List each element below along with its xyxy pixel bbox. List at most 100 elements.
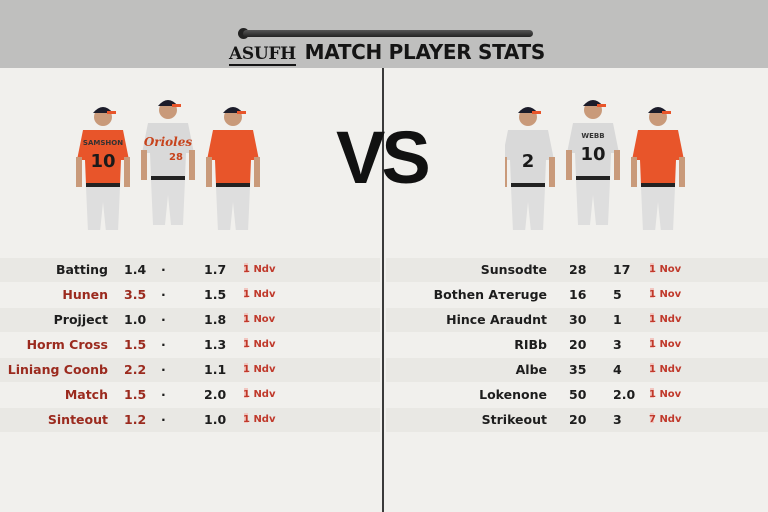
stat-value-1: 20: [569, 337, 587, 352]
stat-date-text: 1 Ndv: [243, 339, 276, 350]
stat-value-2: 1.3: [204, 337, 227, 352]
stat-separator: ·: [161, 287, 166, 302]
stat-row: Liniang Coonb 2.2 · 1.1 1 Ndv: [0, 358, 380, 382]
stat-row: Hunen 3.5 · 1.5 1 Ndv: [0, 283, 380, 307]
stat-date-text: 7 Ndv: [649, 414, 682, 425]
players-illustration: SAMSHON 10 Orioles 28: [76, 100, 260, 232]
stat-value-1: 1.4: [124, 262, 147, 277]
jersey-name: SAMSHON: [83, 139, 123, 147]
stat-separator: ·: [161, 412, 166, 427]
stat-label: RIBb: [514, 337, 547, 352]
stat-row: Strikeout 20 3 7 Ndv: [386, 408, 768, 432]
stat-value-1: 1.2: [124, 412, 147, 427]
date-marker-icon: [650, 413, 654, 423]
stat-date: 1 Ndv: [649, 358, 682, 382]
stat-label: Batting: [55, 262, 108, 277]
stat-date: 1 Ndv: [243, 283, 276, 307]
stat-value-2: 1.7: [204, 262, 227, 277]
stat-date-text: 1 Ndv: [649, 364, 682, 375]
stat-date: 1 Nov: [649, 258, 681, 282]
brand-logo: ASUFH: [229, 44, 296, 66]
date-marker-icon: [650, 388, 654, 398]
stat-value-1: 28: [569, 262, 587, 277]
jersey-number: 10: [90, 151, 115, 172]
stat-label: Match: [64, 387, 108, 402]
stat-row: Albe 35 4 1 Ndv: [386, 358, 768, 382]
player-figure: [76, 107, 130, 232]
stat-date-text: 1 Nov: [649, 264, 682, 275]
jersey-number: 2: [522, 151, 535, 172]
stat-value-2: 2.0: [613, 387, 636, 402]
stat-label: Hince Araudnt: [446, 312, 547, 327]
stat-row: Sinteout 1.2 · 1.0 1 Ndv: [0, 408, 380, 432]
stat-date-text: 1 Ndv: [243, 364, 276, 375]
stat-label: Bothen Aτeruge: [433, 287, 547, 302]
stat-label: Projject: [53, 312, 108, 327]
stat-value-2: 1.1: [204, 362, 227, 377]
stat-row: Match 1.5 · 2.0 1 Ndv: [0, 383, 380, 407]
stat-value-1: 1.5: [124, 387, 147, 402]
stat-date-text: 1 Nov: [649, 389, 682, 400]
stat-value-2: 3: [613, 412, 622, 427]
stat-value-2: 1.0: [204, 412, 227, 427]
date-marker-icon: [650, 288, 654, 298]
stat-label: Horm Cross: [26, 337, 108, 352]
stat-label: Liniang Coonb: [7, 362, 108, 377]
stat-value-2: 4: [613, 362, 622, 377]
stat-label: Sinteout: [47, 412, 108, 427]
stat-date: 1 Ndv: [243, 358, 276, 382]
player-figure: [501, 107, 555, 232]
stat-row: RIBb 20 3 1 Nov: [386, 333, 768, 357]
header-bar: ASUFH MATCH PLAYER STATS: [0, 0, 768, 68]
date-marker-icon: [244, 388, 248, 398]
stat-value-1: 35: [569, 362, 587, 377]
stat-separator: ·: [161, 337, 166, 352]
stat-label: Hunen: [62, 287, 108, 302]
stat-row: Lokenone 50 2.0 1 Nov: [386, 383, 768, 407]
stat-value-1: 16: [569, 287, 587, 302]
stat-row: Bothen Aτeruge 16 5 1 Nov: [386, 283, 768, 307]
jersey-name: WEBB: [581, 132, 604, 140]
date-marker-icon: [244, 263, 248, 273]
stat-date-text: 1 Nov: [649, 339, 682, 350]
stat-date: 1 Ndv: [243, 258, 276, 282]
stat-value-1: 30: [569, 312, 587, 327]
stat-separator: ·: [161, 362, 166, 377]
team-divider: [382, 68, 384, 512]
date-marker-icon: [650, 313, 654, 323]
stat-date: 7 Ndv: [649, 408, 682, 432]
stat-row: Projject 1.0 · 1.8 1 Nov: [0, 308, 380, 332]
players-illustration: 2 WEBB 10: [501, 100, 685, 232]
stat-date: 1 Nov: [243, 308, 275, 332]
stat-separator: ·: [161, 312, 166, 327]
stat-value-1: 50: [569, 387, 587, 402]
jersey-script: Orioles: [144, 135, 193, 149]
stat-value-1: 3.5: [124, 287, 147, 302]
date-marker-icon: [244, 413, 248, 423]
stat-value-1: 1.5: [124, 337, 147, 352]
stat-row: Horm Cross 1.5 · 1.3 1 Ndv: [0, 333, 380, 357]
stat-value-2: 1.8: [204, 312, 227, 327]
date-marker-icon: [650, 263, 654, 273]
stat-date-text: 1 Ndv: [243, 289, 276, 300]
stat-date-text: 1 Ndv: [243, 264, 276, 275]
stat-label: Sunsodte: [480, 262, 547, 277]
date-marker-icon: [244, 288, 248, 298]
jersey-number: 10: [580, 144, 605, 165]
stat-date-text: 1 Ndv: [649, 314, 682, 325]
stat-date-text: 1 Ndv: [243, 414, 276, 425]
stat-date: 1 Ndv: [243, 408, 276, 432]
stat-value-2: 2.0: [204, 387, 227, 402]
date-marker-icon: [244, 313, 248, 323]
stat-date-text: 1 Nov: [649, 289, 682, 300]
stat-label: Albe: [515, 362, 547, 377]
stat-date: 1 Nov: [649, 283, 681, 307]
stat-label: Lokenone: [479, 387, 547, 402]
date-marker-icon: [650, 338, 654, 348]
stat-row: Batting 1.4 · 1.7 1 Ndv: [0, 258, 380, 282]
stat-date: 1 Ndv: [243, 333, 276, 357]
stat-value-2: 5: [613, 287, 622, 302]
stat-value-2: 1: [613, 312, 622, 327]
stat-date: 1 Nov: [649, 333, 681, 357]
player-figure: [566, 100, 620, 225]
